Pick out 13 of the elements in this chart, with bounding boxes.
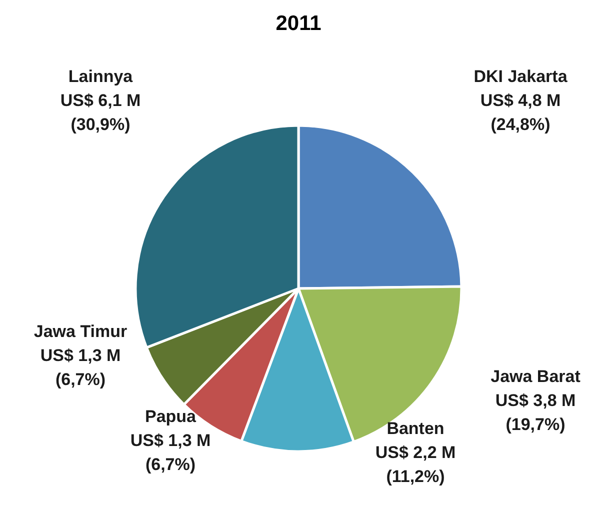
slice-label: Jawa Barat <box>490 367 581 386</box>
slice-label: Lainnya <box>68 67 134 86</box>
slice-label: Papua <box>144 407 197 426</box>
chart-title: 2011 <box>276 12 322 35</box>
slice-label: DKI Jakarta <box>474 67 568 86</box>
data-label: US$ 1,3 M (6,7%) <box>40 346 121 389</box>
data-label: US$ 2,2 M (11,2%) <box>375 443 456 486</box>
data-label: US$ 1,3 M (6,7%) <box>130 431 211 474</box>
data-label: US$ 6,1 M (30,9%) <box>60 91 141 134</box>
data-label: US$ 3,8 M (19,7%) <box>495 391 576 434</box>
data-label: US$ 4,8 M (24,8%) <box>480 91 561 134</box>
slice-label: Jawa Timur <box>34 322 128 341</box>
slice-label: Banten <box>386 419 444 438</box>
